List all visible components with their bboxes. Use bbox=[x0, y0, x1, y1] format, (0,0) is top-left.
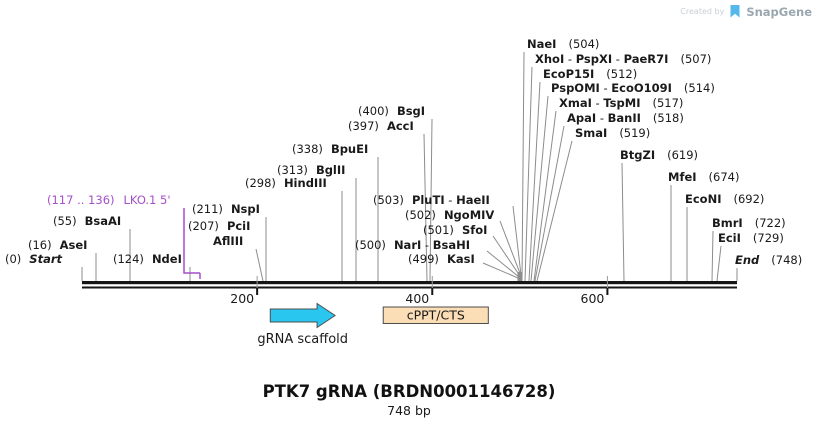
site-label-EcoP15I: EcoP15I (512) bbox=[543, 67, 637, 81]
site-label-ApaI-BanII: ApaI - BanII (518) bbox=[567, 111, 684, 125]
leader-line-SmaI bbox=[536, 140, 573, 282]
site-label-NgoMIV: (502) NgoMIV bbox=[405, 208, 494, 222]
leader-line-EciI bbox=[716, 245, 722, 282]
site-label-AseI: (16) AseI bbox=[28, 238, 87, 252]
site-label-AccI: (397) AccI bbox=[348, 119, 414, 133]
cppt-cts-box bbox=[382, 306, 489, 324]
site-label-BtgZI: BtgZI (619) bbox=[620, 148, 698, 162]
site-label-SmaI: SmaI (519) bbox=[575, 126, 650, 140]
leader-line-EcoP15I bbox=[528, 81, 541, 282]
site-label-BsgI: (400) BsgI bbox=[358, 104, 425, 118]
leader-line-AccI bbox=[423, 133, 428, 282]
leader-line-NaeI bbox=[521, 51, 525, 282]
leader-line-BsgI bbox=[429, 118, 433, 282]
site-label-BpuEI: (338) BpuEI bbox=[292, 142, 368, 156]
axis-tick-600 bbox=[606, 288, 609, 295]
axis-label-200: 200 bbox=[230, 291, 254, 306]
site-label-NarI-BsaHI: (500) NarI - BsaHI bbox=[355, 238, 470, 252]
site-label-EcoNI: EcoNI (692) bbox=[685, 192, 764, 206]
map-length: 748 bp bbox=[387, 403, 431, 418]
site-label-KasI: (499) KasI bbox=[408, 252, 475, 266]
sequence-map: 200 400 600 gRNA scaffold cPPT/CTS (117 .. 13… bbox=[5, 37, 802, 347]
brand-text: SnapGene bbox=[746, 4, 812, 19]
site-label-NspI: (211) NspI bbox=[192, 202, 260, 216]
site-label-BsaAI: (55) BsaAI bbox=[53, 214, 121, 228]
site-label-SfoI: (501) SfoI bbox=[423, 223, 487, 237]
site-label-HindIII: (298) HindIII bbox=[245, 176, 327, 190]
site-cluster-tick bbox=[517, 272, 522, 281]
site-label-AflIII: AflIII bbox=[213, 234, 243, 248]
site-label-Start: (0) Start bbox=[5, 252, 63, 266]
site-label-NdeI: (124) NdeI bbox=[113, 252, 182, 266]
site-label-PspOMI-EcoO109I: PspOMI - EcoO109I (514) bbox=[551, 81, 715, 95]
cppt-cts-label: cPPT/CTS bbox=[407, 308, 465, 323]
site-label-XhoI-PspXI-PaeR7I: XhoI - PspXI - PaeR7I (507) bbox=[535, 52, 711, 66]
leader-line-ApaI-BanII bbox=[534, 125, 565, 282]
snapgene-credit: Created by SnapGene bbox=[680, 4, 812, 19]
leader-line-BmrI bbox=[711, 230, 714, 282]
credit-text: Created by bbox=[680, 7, 725, 16]
site-label-PciI: (207) PciI bbox=[188, 219, 250, 233]
primer-label: (117 .. 136) LKO.1 5' bbox=[47, 193, 171, 207]
site-label-BmrI: BmrI (722) bbox=[712, 216, 786, 230]
site-label-MfeI: MfeI (674) bbox=[668, 170, 739, 184]
snapgene-logo-icon bbox=[730, 5, 740, 18]
grna-scaffold-label: gRNA scaffold bbox=[257, 332, 348, 347]
axis-tick-200 bbox=[256, 288, 259, 295]
leader-line-XhoI-PspXI-PaeR7I bbox=[524, 66, 533, 282]
axis-label-600: 600 bbox=[581, 291, 605, 306]
grna-scaffold-arrow bbox=[269, 302, 336, 329]
site-label-BglII: (313) BglII bbox=[277, 163, 345, 177]
leader-line-PspOMI-EcoO109I bbox=[530, 95, 549, 282]
sequence-strand-bottom bbox=[82, 286, 737, 289]
leader-line-XmaI-TspMI bbox=[533, 110, 557, 282]
map-title: PTK7 gRNA (BRDN0001146728) bbox=[262, 382, 556, 401]
sequence-strand-top bbox=[82, 281, 737, 285]
site-label-XmaI-TspMI: XmaI - TspMI (517) bbox=[559, 96, 683, 110]
leader-line-BtgZI bbox=[621, 162, 625, 282]
axis-label-400: 400 bbox=[405, 291, 429, 306]
axis-tick-400 bbox=[431, 288, 434, 295]
title-block: PTK7 gRNA (BRDN0001146728) 748 bp bbox=[0, 382, 818, 418]
site-label-End: End (748) bbox=[735, 253, 802, 267]
leader-line-AflIII bbox=[255, 248, 264, 282]
leader-line-PluTI-HaeII bbox=[512, 205, 523, 282]
site-label-EciI: EciI (729) bbox=[718, 231, 784, 245]
site-label-PluTI-HaeII: (503) PluTI - HaeII bbox=[373, 193, 490, 207]
site-label-NaeI: NaeI (504) bbox=[527, 37, 599, 51]
primer-leader-line bbox=[183, 208, 200, 274]
